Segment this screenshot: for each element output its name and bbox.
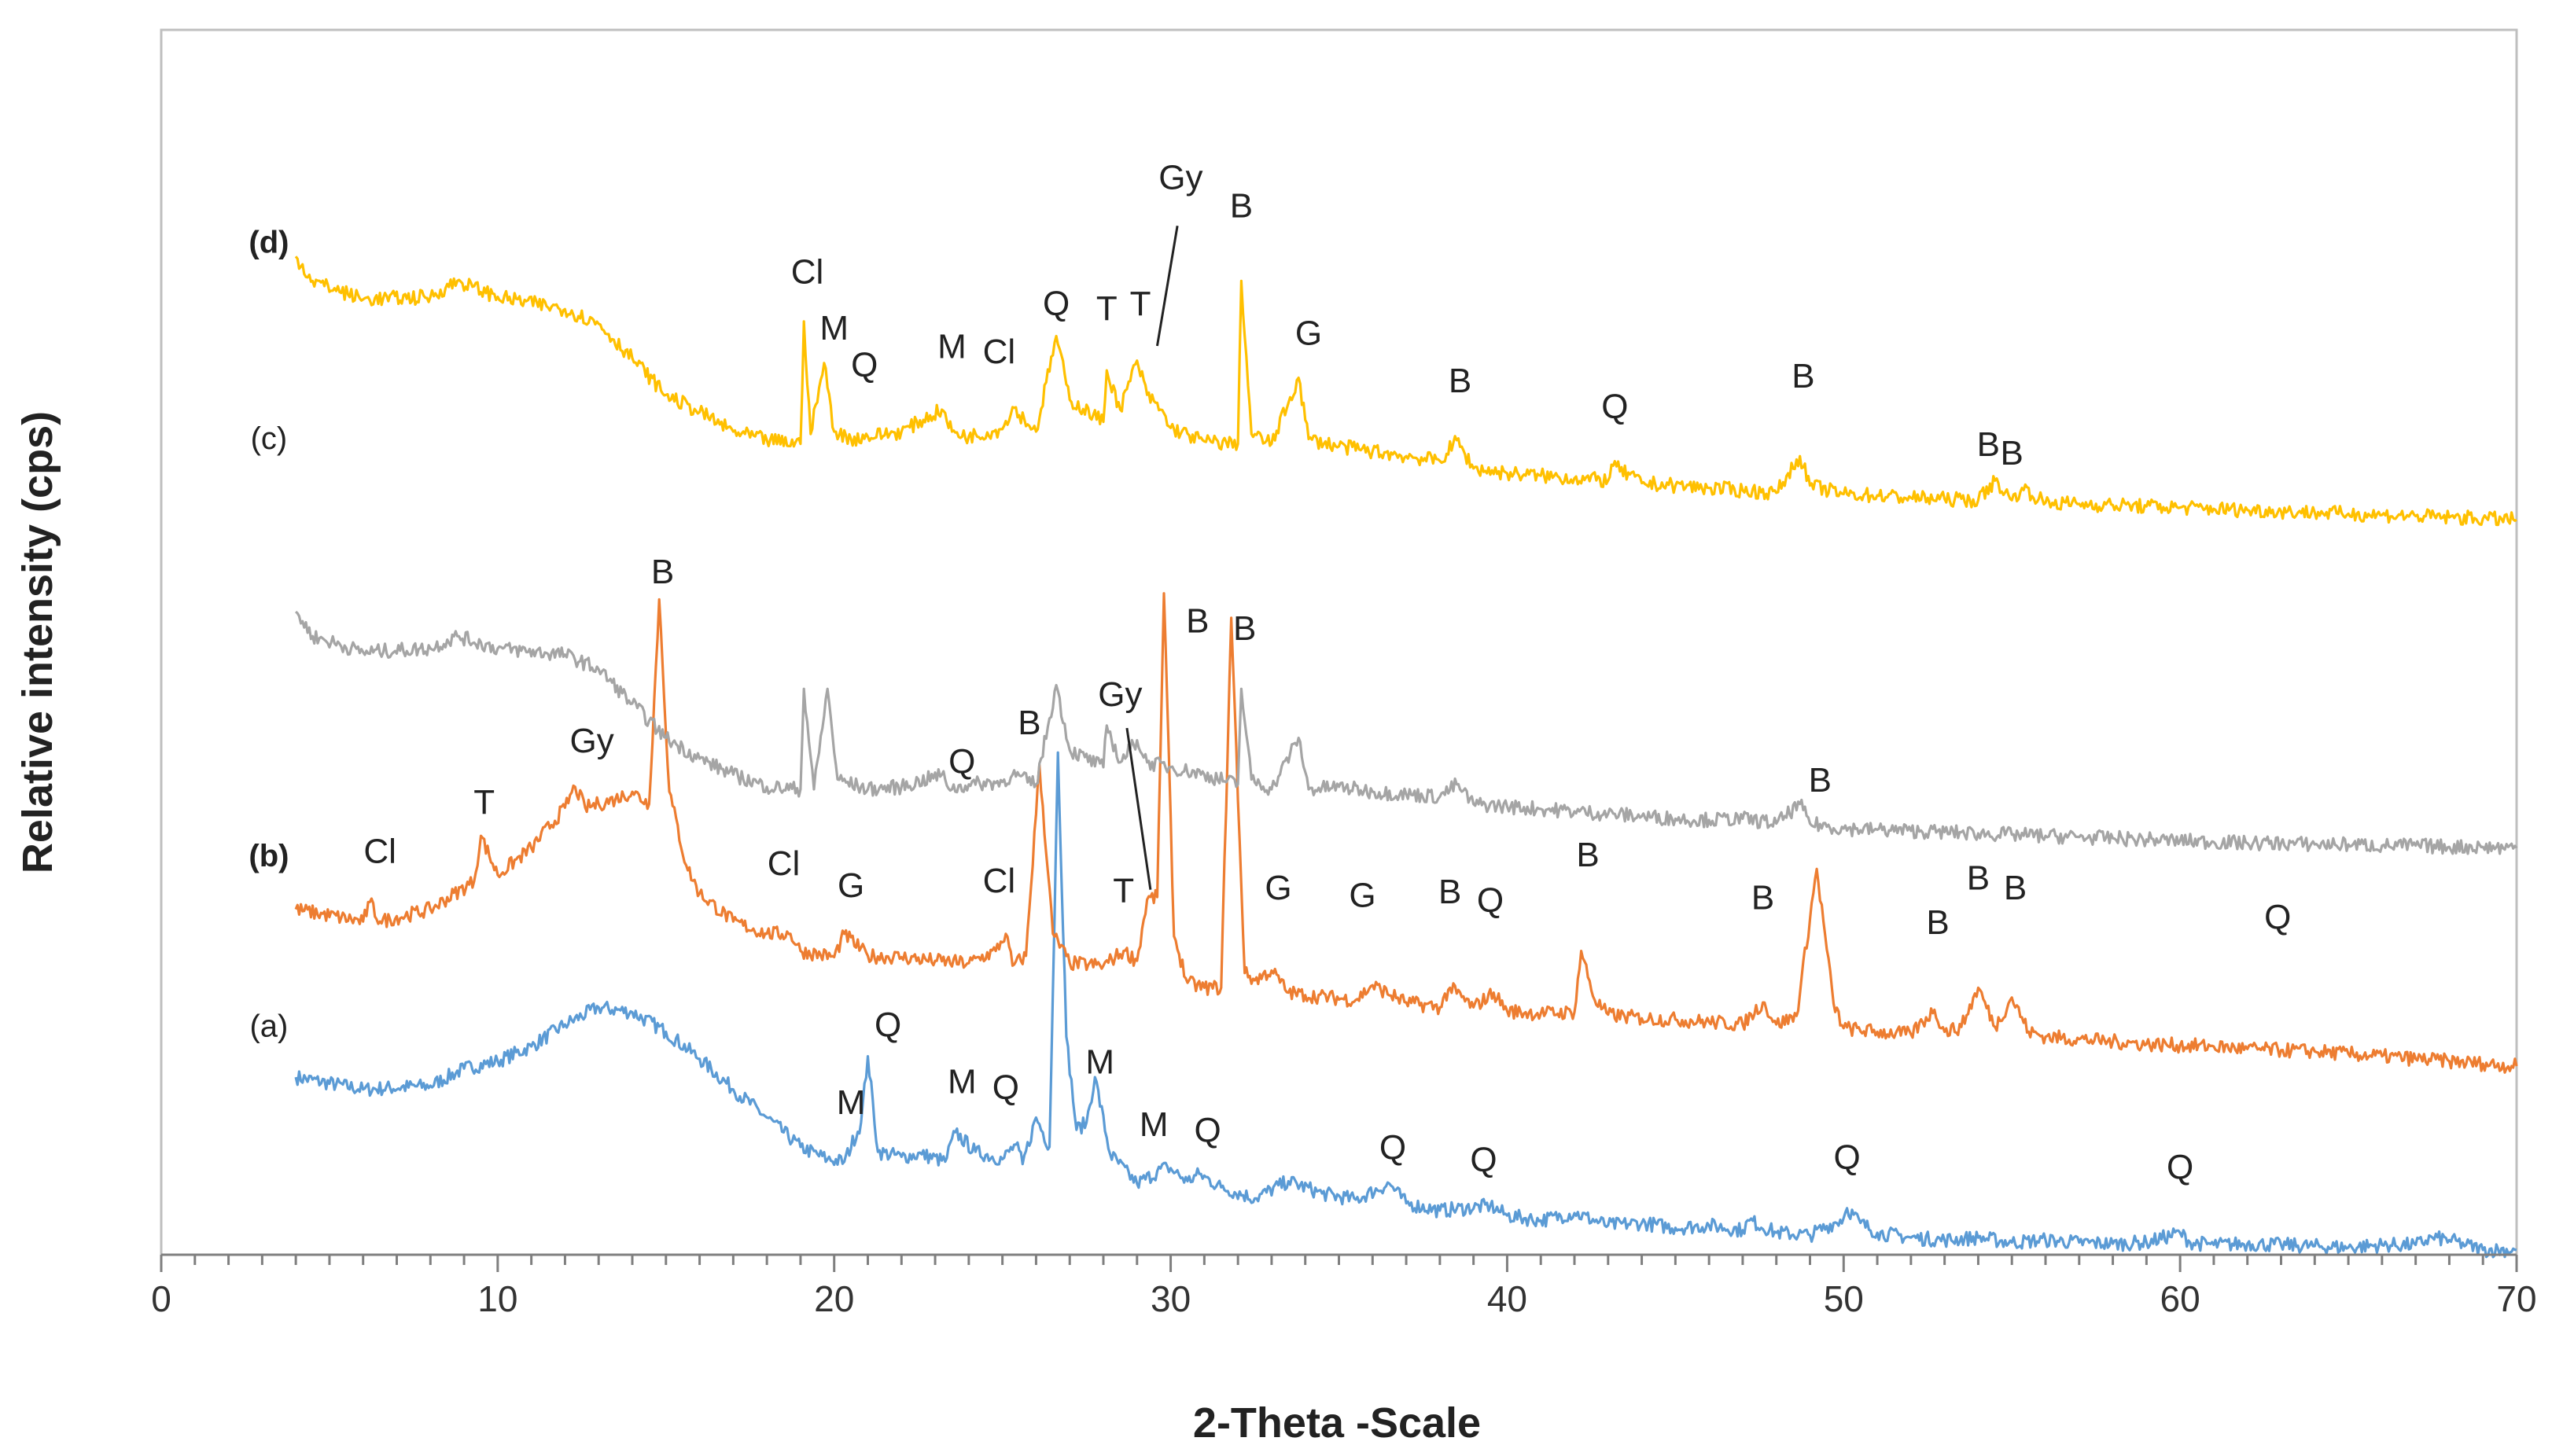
peak-label: Q [1477, 881, 1504, 920]
peak-label: Q [875, 1006, 901, 1045]
series-label-layer: (d) (c) (b) (a) [249, 226, 289, 1044]
x-tick-label: 10 [477, 1278, 517, 1319]
peak-label: G [1265, 869, 1291, 907]
peak-label: B [2004, 869, 2027, 907]
peak-label: Gy [1098, 675, 1142, 714]
peak-label: B [1977, 425, 2000, 464]
peak-label: M [837, 1083, 866, 1122]
peak-label: M [937, 328, 967, 366]
leader-line-1 [1125, 727, 1152, 890]
peak-label: B [2001, 434, 2024, 472]
series-line-3 [294, 610, 2518, 855]
peak-label: B [1792, 357, 1814, 395]
peak-label: Q [1833, 1138, 1860, 1177]
x-tick-label: 60 [2160, 1278, 2200, 1319]
peak-label: Gy [570, 722, 614, 760]
series-label: (b) [249, 839, 289, 873]
peak-label: Q [851, 346, 878, 384]
peak-label: B [1233, 609, 1256, 648]
peak-label: T [473, 783, 495, 822]
x-tick-label: 40 [1487, 1278, 1527, 1319]
x-tick-label: 50 [1824, 1278, 1864, 1319]
peak-label: M [1140, 1105, 1169, 1144]
x-tick-label: 0 [151, 1278, 171, 1319]
peak-label: Cl [363, 832, 396, 870]
series-line-2 [294, 592, 2518, 1074]
peak-label: Q [992, 1068, 1019, 1107]
peak-label: Cl [983, 862, 1016, 900]
x-axis-title: 2-Theta -Scale [1193, 1399, 1481, 1447]
series-line-1 [294, 751, 2517, 1259]
peak-label: Q [1043, 285, 1070, 323]
peak-label: B [1449, 362, 1471, 400]
peak-label: Q [2167, 1148, 2193, 1186]
peak-label: B [1230, 186, 1253, 225]
peak-label: B [1186, 602, 1209, 641]
peak-label: Q [1379, 1128, 1406, 1167]
x-tick-label: 70 [2496, 1278, 2536, 1319]
peak-label: G [1349, 877, 1375, 915]
peak-label: B [1967, 859, 1990, 898]
peak-label: Cl [791, 253, 824, 292]
leader-layer [1125, 226, 1179, 890]
series-label: (c) [251, 421, 288, 456]
peak-label: Cl [983, 333, 1016, 371]
x-tick-label: 30 [1151, 1278, 1191, 1319]
peak-label: Cl [768, 844, 801, 883]
x-axis: 0 10 20 30 40 50 60 70 [151, 1253, 2537, 1319]
leader-line-2 [1155, 226, 1179, 347]
series-layer [294, 256, 2518, 1259]
peak-label: B [651, 553, 674, 591]
y-axis-title: Relative intensity (cps) [14, 411, 61, 873]
series-label: (a) [249, 1009, 288, 1044]
peak-label: B [1438, 873, 1461, 911]
series-line-4 [294, 256, 2517, 527]
x-tick-label: 20 [814, 1278, 854, 1319]
peak-label: Q [1195, 1112, 1221, 1150]
peak-label: M [819, 309, 849, 347]
peak-label: G [1295, 314, 1322, 352]
peak-label: B [1576, 836, 1599, 874]
peak-label: T [1130, 285, 1151, 323]
peak-label: Gy [1158, 159, 1202, 197]
peak-label: M [1085, 1042, 1114, 1081]
series-label: (d) [249, 226, 289, 260]
peak-label: Q [2264, 899, 2291, 937]
peak-label: B [1926, 903, 1949, 942]
peak-label: B [1809, 761, 1832, 800]
peak-label: B [1018, 704, 1040, 742]
peak-label: Q [948, 743, 975, 781]
peak-label: Q [1601, 388, 1628, 426]
peak-label: T [1096, 289, 1118, 328]
peak-label: G [838, 866, 864, 905]
peak-label: M [948, 1062, 977, 1101]
peak-label: T [1113, 871, 1134, 910]
peak-label: Q [1470, 1141, 1497, 1179]
peak-label: B [1751, 879, 1774, 917]
